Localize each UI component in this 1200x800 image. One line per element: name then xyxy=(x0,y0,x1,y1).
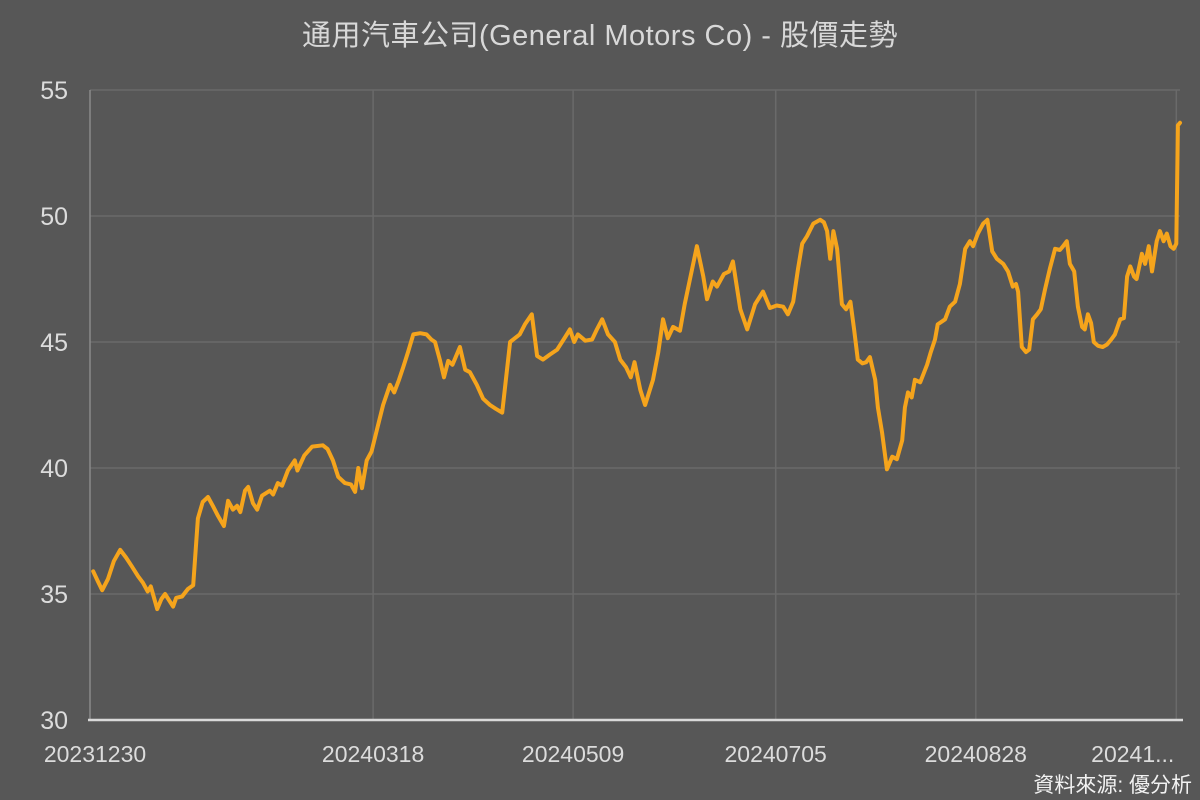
y-tick-label: 35 xyxy=(40,581,68,609)
y-tick-label: 55 xyxy=(40,77,68,105)
source-note: 資料來源: 優分析 xyxy=(1033,774,1192,797)
x-tick-label: 20241... xyxy=(1091,741,1174,767)
y-tick-label: 40 xyxy=(40,455,68,483)
x-tick-label: 20240318 xyxy=(322,741,424,767)
x-tick-label: 20240828 xyxy=(925,741,1027,767)
price-line xyxy=(91,120,1182,612)
y-tick-label: 50 xyxy=(40,203,68,231)
x-tick-label: 20231230 xyxy=(44,741,146,767)
x-tick-label: 20240705 xyxy=(725,741,827,767)
y-tick-label: 45 xyxy=(40,329,68,357)
x-tick-label: 20240509 xyxy=(522,741,624,767)
y-tick-label: 30 xyxy=(40,707,68,735)
chart-title: 通用汽車公司(General Motors Co) - 股價走勢 xyxy=(301,20,899,52)
